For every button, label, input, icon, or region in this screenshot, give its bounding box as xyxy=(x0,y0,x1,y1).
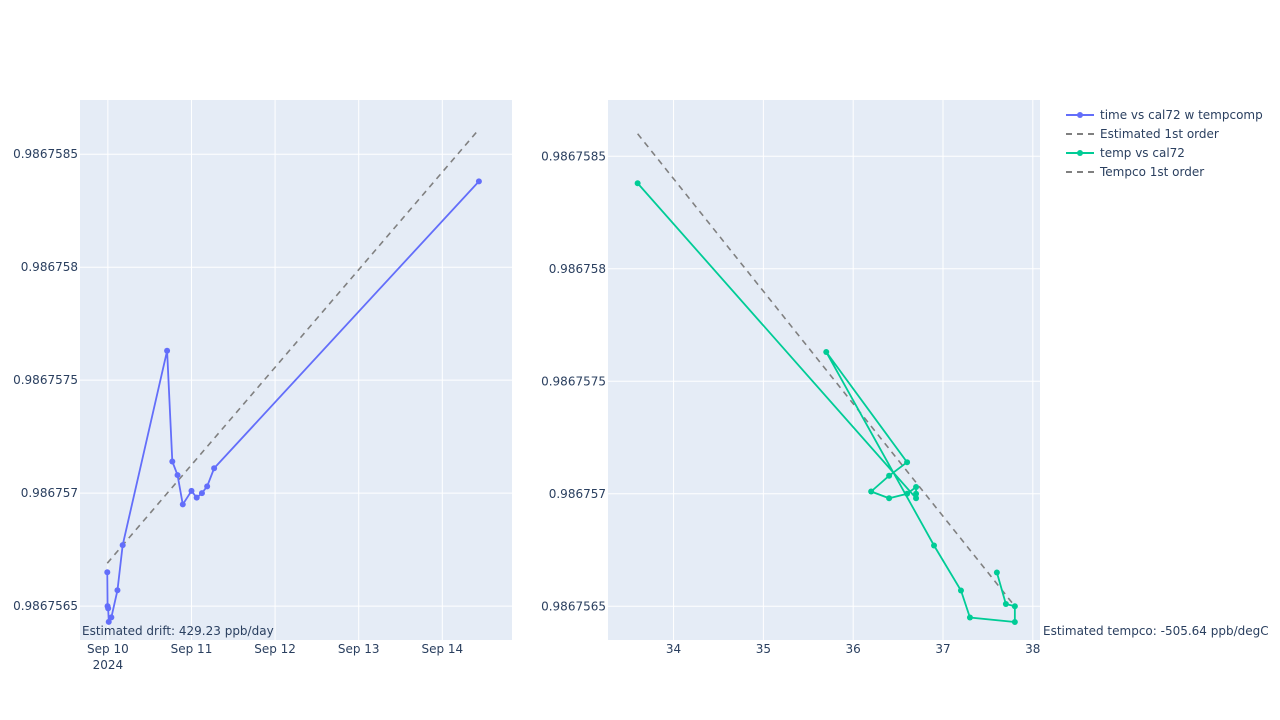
data-point xyxy=(475,178,482,185)
data-point xyxy=(114,587,121,594)
data-point xyxy=(211,465,218,472)
x-tick-label: Sep 12 xyxy=(254,642,296,656)
y-tick-label: 0.986758 xyxy=(21,260,78,274)
data-point xyxy=(105,618,112,625)
data-point xyxy=(1011,603,1018,610)
legend-item[interactable]: Tempco 1st order xyxy=(1066,165,1204,179)
plot-area xyxy=(608,100,1040,640)
legend-label: Tempco 1st order xyxy=(1099,165,1204,179)
data-point xyxy=(957,587,964,594)
data-point xyxy=(198,490,205,497)
legend-item[interactable]: temp vs cal72 xyxy=(1066,146,1185,160)
y-tick-label: 0.9867585 xyxy=(541,149,606,163)
x-tick-label: Sep 13 xyxy=(338,642,380,656)
data-point xyxy=(119,542,126,549)
data-point xyxy=(104,569,111,576)
x-tick-label: Sep 10 xyxy=(87,642,129,656)
x-tick-label: 38 xyxy=(1025,642,1040,656)
data-point xyxy=(913,495,920,502)
legend-label: temp vs cal72 xyxy=(1100,146,1185,160)
y-tick-label: 0.9867565 xyxy=(541,599,606,613)
legend-label: time vs cal72 w tempcomp xyxy=(1100,108,1263,122)
x-tick-sublabel: 2024 xyxy=(93,658,124,672)
tempco-subplot: 0.9867565 0.986757 0.9867575 0.986758 0.9867… xyxy=(541,100,1269,656)
data-point xyxy=(174,472,181,479)
data-point xyxy=(913,484,920,490)
x-tick-label: 36 xyxy=(846,642,861,656)
legend-marker xyxy=(1077,150,1083,156)
data-point xyxy=(108,614,115,621)
data-point xyxy=(169,458,176,465)
y-tick-label: 0.986758 xyxy=(549,262,606,276)
data-point xyxy=(868,488,875,495)
data-point xyxy=(1002,601,1009,607)
plot-area xyxy=(80,100,512,640)
x-tick-label: 37 xyxy=(935,642,950,656)
data-point xyxy=(1011,619,1018,625)
y-tick-label: 0.9867585 xyxy=(13,147,78,161)
data-point xyxy=(164,347,171,354)
data-point xyxy=(886,472,893,479)
y-tick-label: 0.9867575 xyxy=(541,374,606,388)
data-point xyxy=(993,569,1000,576)
data-point xyxy=(179,501,186,508)
fit-line xyxy=(106,128,480,564)
data-point xyxy=(904,490,911,497)
legend-marker xyxy=(1077,112,1083,118)
data-point xyxy=(193,494,200,501)
x-tick-label: 34 xyxy=(666,642,681,656)
data-point xyxy=(634,180,641,187)
data-point xyxy=(204,483,211,490)
annotation: Estimated tempco: -505.64 ppb/degC xyxy=(1043,624,1269,638)
legend-label: Estimated 1st order xyxy=(1100,127,1219,141)
data-point xyxy=(913,490,920,497)
x-tick-label: Sep 11 xyxy=(171,642,213,656)
y-tick-label: 0.9867565 xyxy=(13,599,78,613)
y-tick-label: 0.986757 xyxy=(21,486,78,500)
legend: time vs cal72 w tempcomp Estimated 1st or… xyxy=(1066,108,1263,179)
data-point xyxy=(966,614,973,621)
data-point xyxy=(904,459,911,466)
legend-item[interactable]: time vs cal72 w tempcomp xyxy=(1066,108,1263,122)
x-tick-label: Sep 14 xyxy=(421,642,463,656)
y-tick-label: 0.9867575 xyxy=(13,373,78,387)
y-tick-label: 0.986757 xyxy=(549,487,606,501)
annotation: Estimated drift: 429.23 ppb/day xyxy=(82,624,274,638)
legend-item[interactable]: Estimated 1st order xyxy=(1066,127,1219,141)
drift-subplot: 0.9867565 0.986757 0.9867575 0.986758 0.9867… xyxy=(13,100,512,672)
data-point xyxy=(931,542,938,549)
fit-line xyxy=(637,133,1016,607)
data-point xyxy=(188,487,195,494)
data-point xyxy=(886,495,893,502)
x-tick-label: 35 xyxy=(756,642,771,656)
data-point xyxy=(105,605,112,612)
data-point xyxy=(823,349,830,355)
